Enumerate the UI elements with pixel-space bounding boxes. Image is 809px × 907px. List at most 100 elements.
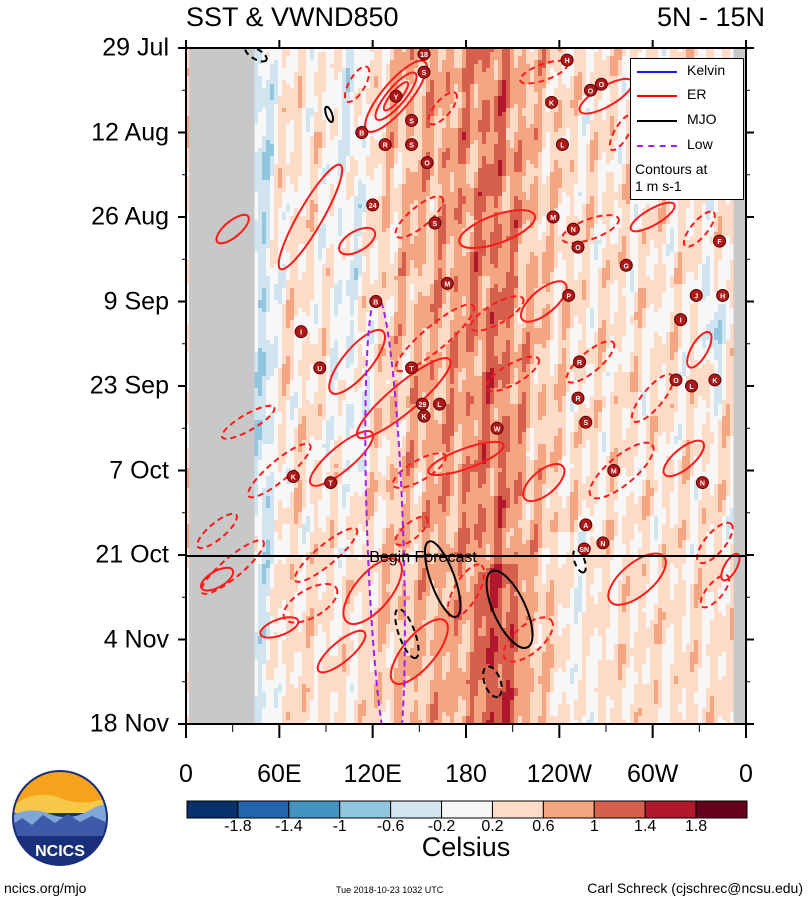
storm-marker: N xyxy=(566,222,580,236)
colorbar-swatch xyxy=(542,800,595,819)
storm-marker: K xyxy=(708,373,722,387)
storm-label: W xyxy=(494,426,501,433)
storm-label: O xyxy=(588,88,594,95)
storm-marker: M xyxy=(440,276,454,290)
storm-label: K xyxy=(712,378,717,385)
legend-note: Contours at 1 m s-1 xyxy=(635,161,707,195)
legend-label: Low xyxy=(687,136,713,152)
colorbar-swatch xyxy=(339,800,392,819)
storm-marker: O xyxy=(571,240,585,254)
storm-label: P xyxy=(566,293,571,300)
legend-note-line2: 1 m s-1 xyxy=(635,178,707,195)
storm-label: S xyxy=(433,221,438,228)
legend: Kelvin ER MJO Low Contours at 1 m s-1 xyxy=(630,58,744,200)
storm-label: SN xyxy=(579,547,589,554)
colorbar-swatch xyxy=(237,800,290,819)
storm-label: O xyxy=(673,378,679,385)
storm-marker: R xyxy=(378,138,392,152)
colorbar-swatch xyxy=(695,800,748,819)
colorbar-tick-label: 1.8 xyxy=(685,818,707,836)
storm-label: M xyxy=(444,281,450,288)
storm-label: R xyxy=(577,360,582,367)
footer-url[interactable]: ncics.org/mjo xyxy=(4,880,86,896)
colorbar-tick-label: 0.2 xyxy=(481,818,503,836)
legend-swatch xyxy=(637,145,677,147)
legend-label: ER xyxy=(687,86,706,102)
colorbar-tick-label: -0.2 xyxy=(428,818,456,836)
legend-item-er: ER xyxy=(635,86,739,104)
storm-label: O xyxy=(599,82,605,89)
storm-label: A xyxy=(583,523,588,530)
storm-label: K xyxy=(421,414,426,421)
storm-label: T xyxy=(329,481,334,488)
footer-timestamp: Tue 2018-10-23 1032 UTC xyxy=(336,885,443,895)
legend-item-kelvin: Kelvin xyxy=(635,62,739,80)
storm-label: S xyxy=(422,70,427,77)
storm-label: M xyxy=(550,215,556,222)
colorbar-tick-label: 0.6 xyxy=(532,818,554,836)
colorbar-swatch xyxy=(593,800,646,819)
colorbar-swatch xyxy=(186,800,239,819)
storm-marker: O xyxy=(669,373,683,387)
legend-item-mjo: MJO xyxy=(635,111,739,129)
storm-marker: K xyxy=(545,95,559,109)
storm-label: K xyxy=(549,100,554,107)
storm-marker: P xyxy=(562,288,576,302)
storm-label: S xyxy=(583,420,588,427)
legend-swatch xyxy=(637,120,677,122)
storm-label: N xyxy=(571,227,576,234)
storm-label: F xyxy=(717,239,722,246)
storm-marker: 29 xyxy=(415,397,429,411)
colorbar-swatch xyxy=(644,800,697,819)
legend-label: Kelvin xyxy=(687,62,725,78)
storm-label: B xyxy=(359,131,364,138)
y-tick-label: 23 Sep xyxy=(90,372,169,401)
storm-label: L xyxy=(560,143,565,150)
storm-label: J xyxy=(694,293,698,300)
legend-swatch xyxy=(637,71,677,73)
storm-marker: B xyxy=(355,126,369,139)
x-tick-label: 120W xyxy=(527,760,592,789)
storm-marker: O xyxy=(583,83,597,97)
storm-marker: U xyxy=(313,361,327,375)
colorbar-swatch xyxy=(491,800,544,819)
storm-label: N xyxy=(600,541,605,548)
legend-label: MJO xyxy=(687,111,717,127)
storm-label: 24 xyxy=(369,203,377,210)
x-tick-label: 120E xyxy=(343,760,401,789)
storm-marker: T xyxy=(324,476,338,490)
storm-marker: N xyxy=(596,536,610,550)
storm-marker: I xyxy=(294,325,308,339)
footer-author: Carl Schreck (cjschrec@ncsu.edu) xyxy=(587,880,803,896)
forecast-label: Begin Forecast xyxy=(369,549,477,566)
colorbar-tick-label: 1.4 xyxy=(634,818,656,836)
y-tick-label: 7 Oct xyxy=(109,456,169,485)
storm-marker: S xyxy=(417,65,431,79)
storm-marker: I xyxy=(674,313,688,327)
storm-marker: K xyxy=(417,409,431,423)
colorbar-title: Celsius xyxy=(422,832,511,863)
y-tick-label: 26 Aug xyxy=(91,203,169,232)
axis-ticks xyxy=(178,40,754,738)
storm-label: 29 xyxy=(419,402,427,409)
storm-marker: Y xyxy=(389,89,403,103)
storm-marker: B xyxy=(369,295,383,308)
storm-marker: J xyxy=(689,288,703,302)
storm-label: H xyxy=(720,293,725,300)
ncics-logo: NCICS xyxy=(12,770,108,866)
storm-label: S xyxy=(409,118,414,125)
y-tick-label: 12 Aug xyxy=(91,118,169,147)
storm-label: R xyxy=(575,396,580,403)
storm-label: I xyxy=(680,318,682,325)
storm-marker: M xyxy=(607,464,621,477)
logo-text: NCICS xyxy=(35,843,85,860)
x-tick-label: 0 xyxy=(179,760,193,789)
y-tick-label: 29 Jul xyxy=(102,34,169,63)
x-tick-label: 180 xyxy=(445,760,487,789)
storm-label: U xyxy=(317,366,322,373)
storm-marker: S xyxy=(405,138,419,152)
colorbar-swatch xyxy=(288,800,341,819)
storm-marker: S xyxy=(579,415,593,429)
